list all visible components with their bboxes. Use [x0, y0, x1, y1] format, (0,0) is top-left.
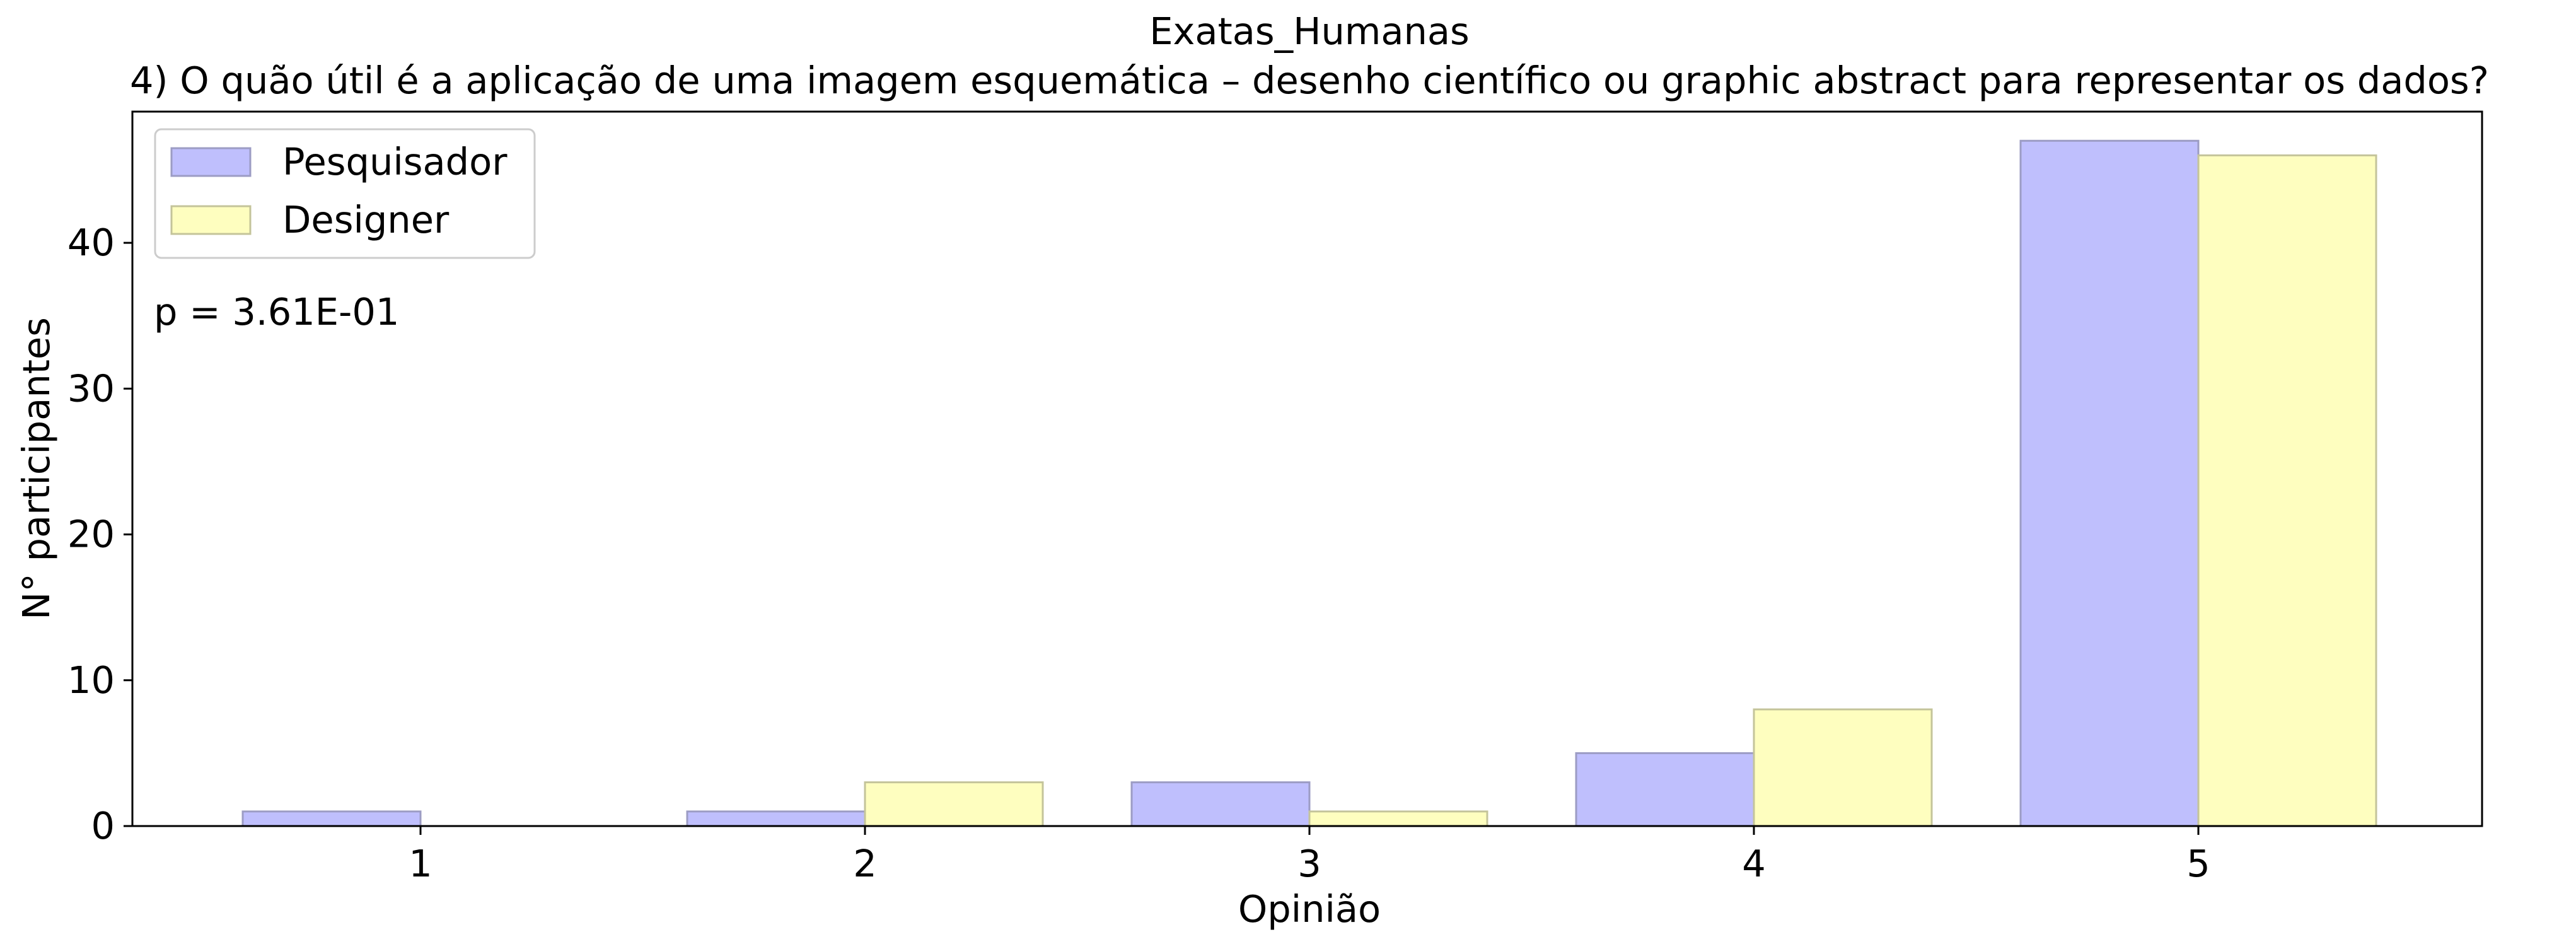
legend-swatch-pesquisador: [170, 147, 252, 177]
bar-designer-5: [2197, 154, 2377, 827]
bar-pesquisador-2: [686, 810, 866, 827]
bar-pesquisador-5: [2019, 139, 2200, 827]
y-tick-label: 0: [91, 804, 115, 847]
x-tick-label: 1: [409, 842, 432, 885]
x-axis-label: Opinião: [1238, 887, 1381, 931]
legend-label-pesquisador: Pesquisador: [282, 140, 508, 183]
x-tick-label: 3: [1297, 842, 1321, 885]
bar-pesquisador-1: [241, 810, 422, 827]
y-tick-label: 10: [67, 658, 115, 702]
bar-pesquisador-3: [1130, 781, 1311, 827]
y-tick-label: 20: [67, 513, 115, 556]
p-value-annotation: p = 3.61E-01: [154, 290, 399, 334]
y-axis-label: N° participantes: [15, 317, 58, 620]
y-axis: 0 10 20 30 40: [67, 221, 132, 847]
legend-items: Pesquisador Designer: [170, 140, 508, 242]
x-tick-label: 5: [2186, 842, 2210, 885]
bar-designer-2: [864, 781, 1044, 827]
x-tick-label: 4: [1742, 842, 1766, 885]
bar-designer-3: [1308, 810, 1488, 827]
chart-title: Exatas_Humanas: [1149, 9, 1470, 53]
y-tick-label: 40: [67, 221, 115, 264]
bar-designer-4: [1753, 708, 1933, 827]
x-tick-label: 2: [853, 842, 877, 885]
legend: Pesquisador Designer: [154, 128, 536, 259]
plot-frame: [131, 110, 2483, 827]
x-axis: 1 2 3 4 5: [409, 826, 2210, 885]
bar-pesquisador-4: [1575, 752, 1755, 827]
bars-layer: [241, 139, 2377, 827]
legend-label-designer: Designer: [282, 198, 450, 242]
legend-swatch-designer: [170, 205, 252, 235]
chart-subtitle: 4) O quão útil é a aplicação de uma imag…: [130, 59, 2489, 102]
y-tick-label: 30: [67, 366, 115, 410]
